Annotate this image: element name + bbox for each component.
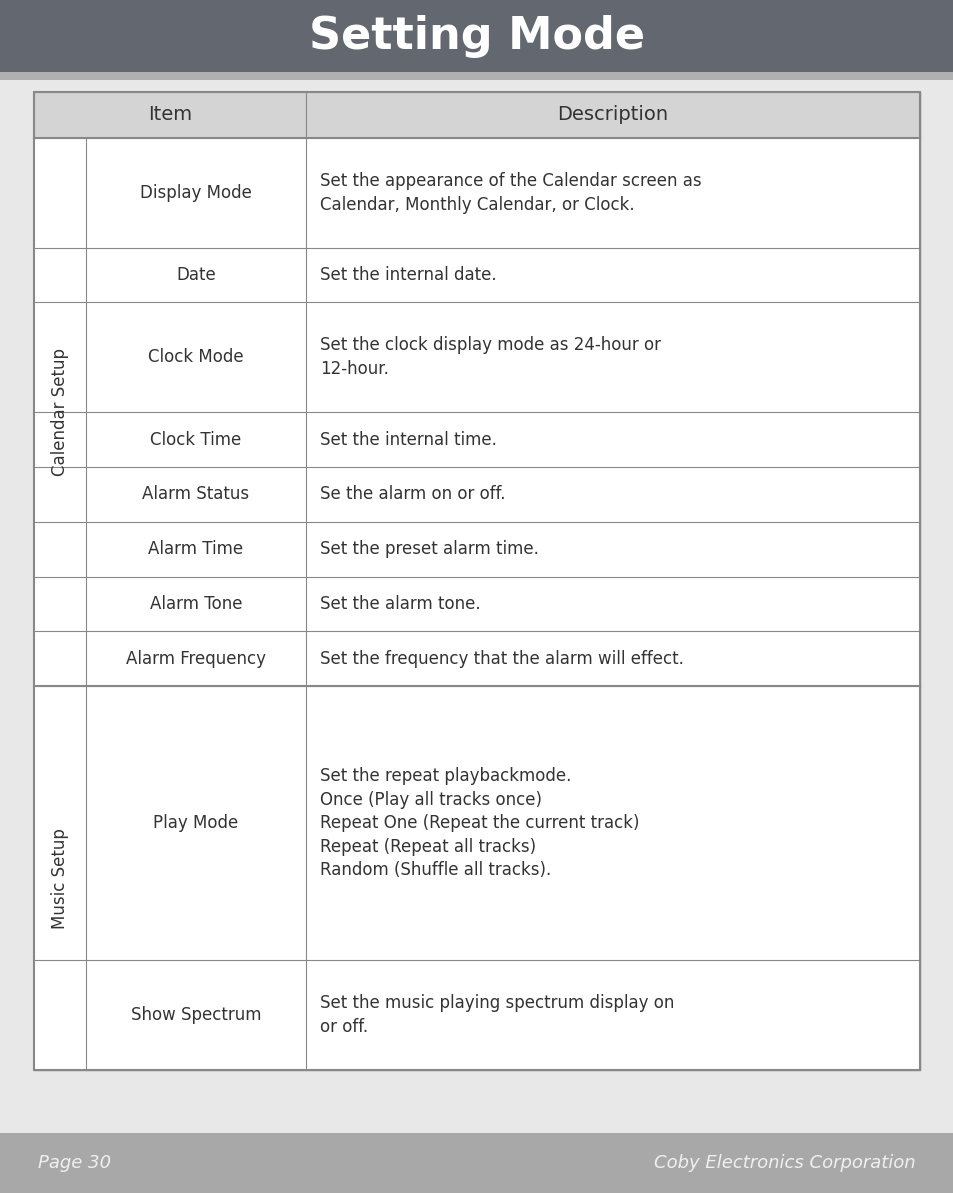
Bar bbox=[34, 92, 919, 138]
Text: Set the frequency that the alarm will effect.: Set the frequency that the alarm will ef… bbox=[319, 650, 683, 668]
Text: Item: Item bbox=[148, 105, 192, 124]
Bar bbox=[34, 138, 919, 248]
Bar bbox=[34, 248, 919, 303]
Text: Setting Mode: Setting Mode bbox=[309, 14, 644, 57]
Text: Alarm Tone: Alarm Tone bbox=[150, 595, 242, 613]
Bar bbox=[34, 303, 919, 412]
Text: Set the internal date.: Set the internal date. bbox=[319, 266, 497, 284]
Text: Alarm Frequency: Alarm Frequency bbox=[126, 650, 266, 668]
Bar bbox=[34, 631, 919, 686]
Text: Clock Mode: Clock Mode bbox=[148, 348, 244, 366]
Bar bbox=[34, 960, 919, 1070]
Bar bbox=[0, 72, 953, 80]
Text: Coby Electronics Corporation: Coby Electronics Corporation bbox=[654, 1154, 915, 1172]
Text: Description: Description bbox=[557, 105, 668, 124]
Bar bbox=[34, 412, 919, 466]
Text: Set the appearance of the Calendar screen as
Calendar, Monthly Calendar, or Cloc: Set the appearance of the Calendar scree… bbox=[319, 172, 700, 214]
Text: Music Setup: Music Setup bbox=[51, 828, 69, 928]
Bar bbox=[34, 686, 919, 960]
Text: Calendar Setup: Calendar Setup bbox=[51, 348, 69, 476]
Text: Set the clock display mode as 24-hour or
12-hour.: Set the clock display mode as 24-hour or… bbox=[319, 336, 660, 378]
Text: Set the preset alarm time.: Set the preset alarm time. bbox=[319, 540, 538, 558]
Bar bbox=[34, 521, 919, 576]
Bar bbox=[34, 576, 919, 631]
Bar bbox=[34, 466, 919, 521]
Bar bbox=[34, 92, 919, 1070]
Text: Set the repeat playbackmode.
Once (Play all tracks once)
Repeat One (Repeat the : Set the repeat playbackmode. Once (Play … bbox=[319, 767, 639, 879]
Text: Set the alarm tone.: Set the alarm tone. bbox=[319, 595, 480, 613]
Text: Date: Date bbox=[176, 266, 215, 284]
Text: Set the music playing spectrum display on
or off.: Set the music playing spectrum display o… bbox=[319, 995, 674, 1036]
Text: Alarm Time: Alarm Time bbox=[149, 540, 243, 558]
Bar bbox=[0, 1133, 953, 1193]
Bar bbox=[34, 92, 919, 1070]
Text: Show Spectrum: Show Spectrum bbox=[131, 1006, 261, 1024]
Bar bbox=[0, 0, 953, 72]
Text: Alarm Status: Alarm Status bbox=[142, 486, 250, 503]
Text: Display Mode: Display Mode bbox=[140, 184, 252, 202]
Text: Page 30: Page 30 bbox=[38, 1154, 111, 1172]
Text: Clock Time: Clock Time bbox=[151, 431, 241, 449]
Text: Se the alarm on or off.: Se the alarm on or off. bbox=[319, 486, 505, 503]
Text: Play Mode: Play Mode bbox=[153, 815, 238, 833]
Text: Set the internal time.: Set the internal time. bbox=[319, 431, 497, 449]
